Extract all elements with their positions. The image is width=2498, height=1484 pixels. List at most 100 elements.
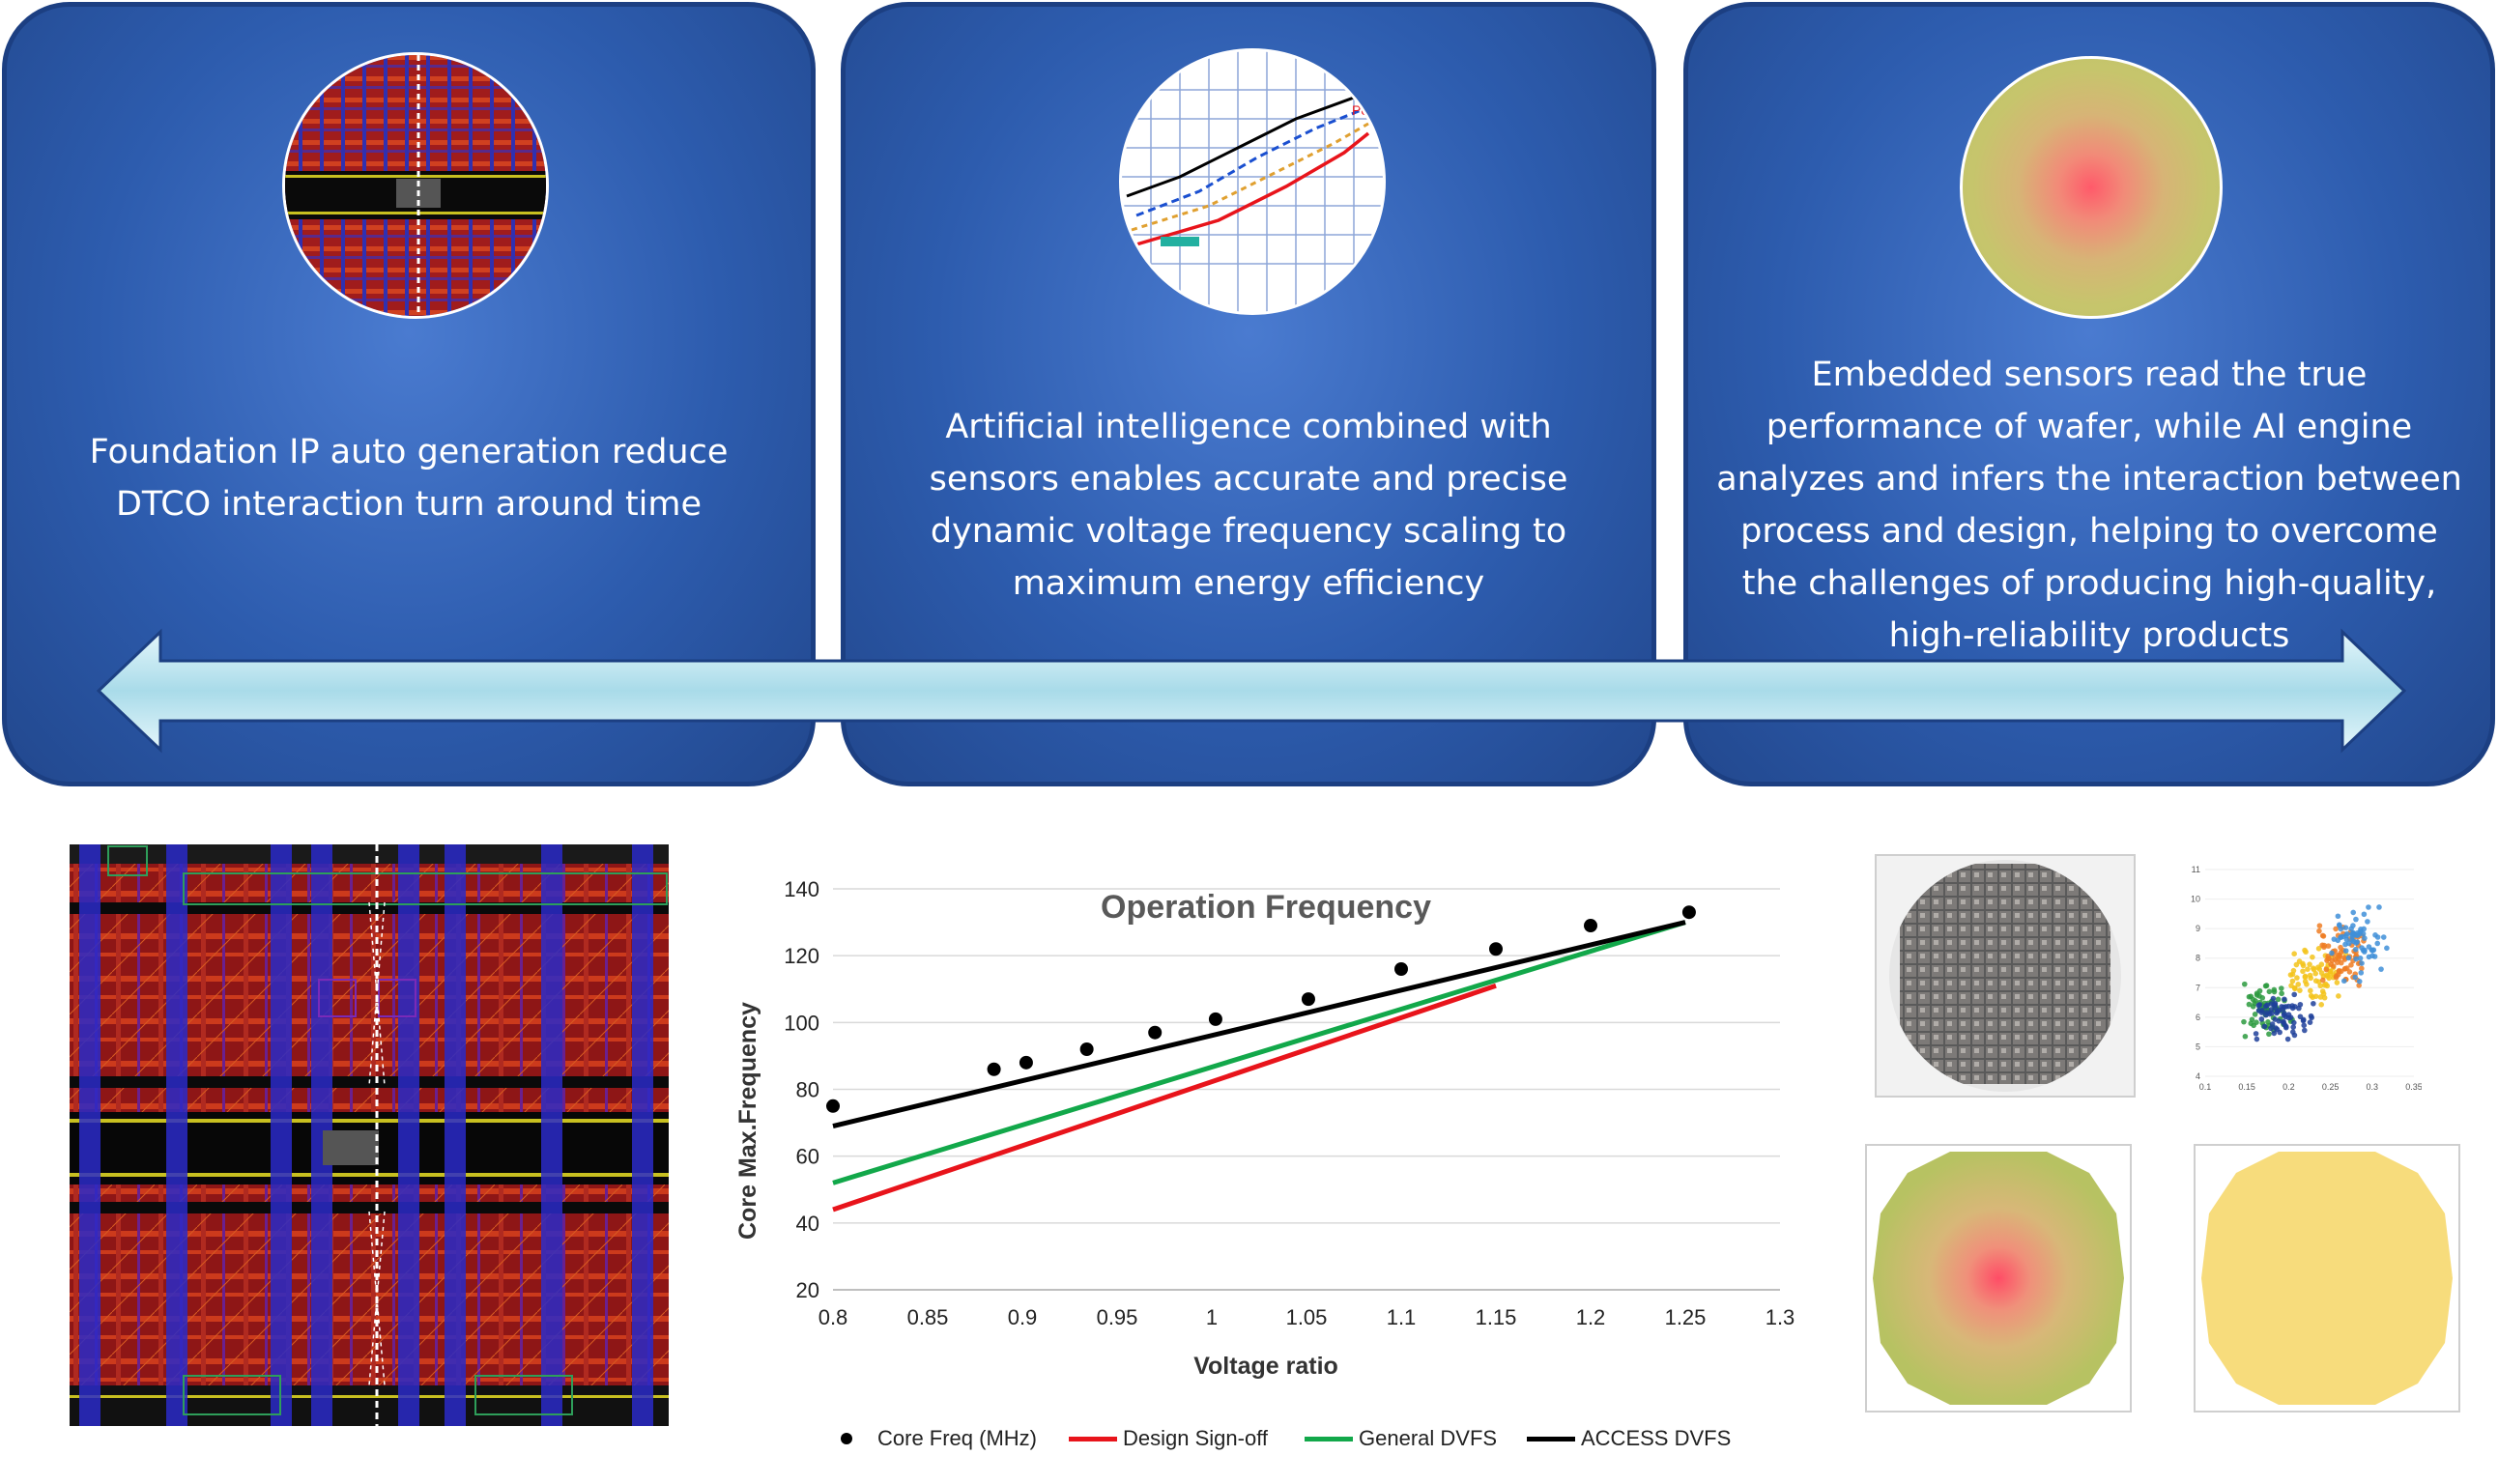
thumb-scatter-point xyxy=(2242,1033,2249,1040)
core-freq-point xyxy=(1079,1042,1094,1056)
thumb-scatter-point xyxy=(2268,1001,2275,1007)
thumb-y-tick: 4 xyxy=(2196,1071,2200,1081)
thumb-scatter-point xyxy=(2350,909,2357,916)
thumb-scatter-point xyxy=(2380,934,2387,940)
thumb-scatter-point xyxy=(2376,904,2382,910)
thumb-scatter-point xyxy=(2325,943,2332,949)
panel-1-text: Foundation IP auto generation reduce DTC… xyxy=(89,433,729,524)
thumb-scatter-point xyxy=(2321,942,2327,949)
core-freq-point xyxy=(1148,1025,1163,1040)
thumb-scatter-point xyxy=(2304,982,2310,987)
thumb-scatter-point xyxy=(2258,1016,2265,1022)
panel-2-text: Artificial intelligence combined with se… xyxy=(929,408,1568,603)
thumb-scatter-point xyxy=(2241,981,2248,987)
thumb-x-tick: 0.3 xyxy=(2367,1082,2379,1092)
thumb-x-tick: 0.2 xyxy=(2283,1082,2295,1092)
thumb-x-tick: 0.15 xyxy=(2238,1082,2255,1092)
thumb-scatter-point xyxy=(2352,946,2359,953)
thumb-scatter-point xyxy=(2308,975,2313,982)
thumb-scatter-point xyxy=(2291,951,2297,957)
x-tick-label: 0.95 xyxy=(1097,1305,1138,1329)
thumb-scatter-point xyxy=(2346,940,2352,947)
thumb-scatter-point xyxy=(2361,911,2368,918)
thumb-scatter-point xyxy=(2274,1026,2281,1033)
thumb-x-tick: 0.1 xyxy=(2199,1082,2212,1092)
thumb-scatter-point xyxy=(2255,1008,2262,1013)
x-tick-label: 1.25 xyxy=(1665,1305,1707,1329)
thumb-scatter-point xyxy=(2300,1017,2307,1024)
thumb-scatter-point xyxy=(2334,980,2340,985)
layout-image xyxy=(70,844,669,1426)
thumb-scatter-point xyxy=(2311,1000,2316,1007)
x-tick-label: 1.1 xyxy=(1387,1305,1417,1329)
thumb-scatter-point xyxy=(2369,953,2375,959)
thumb-scatter-point xyxy=(2303,949,2309,956)
thumb-scatter-point xyxy=(2372,932,2378,938)
core-freq-marker xyxy=(841,1433,852,1444)
y-tick-label: 80 xyxy=(796,1078,819,1102)
thumb-scatter-point xyxy=(2310,954,2315,960)
thumb-scatter-point xyxy=(2300,962,2307,969)
thumb-y-tick: 8 xyxy=(2196,954,2200,963)
core-freq-point xyxy=(1301,992,1315,1007)
thumb-scatter-point xyxy=(2297,987,2303,993)
thumb-scatter-point xyxy=(2356,930,2363,937)
thumb-scatter-point xyxy=(2275,996,2282,1003)
thumb-scatter-point xyxy=(2315,946,2322,952)
thumb-scatter-point xyxy=(2312,970,2319,977)
thumb-scatter-point xyxy=(2323,966,2330,973)
thumb-scatter-point xyxy=(2374,940,2381,947)
thumb-scatter-point xyxy=(2297,1013,2304,1020)
core-freq-point xyxy=(987,1062,1001,1076)
thumb-scatter-point xyxy=(2333,926,2339,932)
thumb-scatter-point xyxy=(2327,970,2334,977)
core-freq-point xyxy=(826,1099,840,1113)
thumb-scatter-point xyxy=(2318,970,2325,976)
x-tick-label: 0.9 xyxy=(1008,1305,1038,1329)
double-arrow xyxy=(97,628,2406,754)
thumb-scatter-point xyxy=(2283,1024,2289,1031)
panel-ai-dvfs: Post Artificial intelligence combined wi… xyxy=(841,2,1656,786)
thumb-scatter-point xyxy=(2246,1001,2253,1008)
thumb-scatter-point xyxy=(2248,1020,2254,1027)
legend-access-dvfs: ACCESS DVFS xyxy=(1527,1426,1731,1451)
legend-design-signoff: Design Sign-off xyxy=(1069,1426,1268,1451)
thumb-scatter-point xyxy=(2270,995,2277,1002)
core-freq-point xyxy=(1584,919,1597,933)
thumb-scatter-point xyxy=(2336,968,2342,975)
thumb-y-tick: 7 xyxy=(2196,983,2200,992)
thumb-scatter-point xyxy=(2269,1021,2276,1027)
thumb-scatter-point xyxy=(2271,986,2278,993)
thumb-scatter-point xyxy=(2305,966,2311,972)
legend-general-dvfs: General DVFS xyxy=(1305,1426,1497,1451)
thumb-scatter-point xyxy=(2318,1001,2325,1008)
panel-embedded-sensors: Embedded sensors read the true performan… xyxy=(1683,2,2495,786)
thumb-scatter-point xyxy=(2333,974,2340,981)
legend-general-dvfs-label: General DVFS xyxy=(1359,1426,1498,1450)
thumb-scatter-point xyxy=(2348,926,2354,932)
thumb-scatter-point xyxy=(2341,955,2347,961)
access-dvfs-line xyxy=(832,920,1686,1128)
thumb-scatter-point xyxy=(2378,966,2384,972)
x-tick-label: 1.2 xyxy=(1576,1305,1606,1329)
dvfs-chart-zoom-circle: Post xyxy=(1119,48,1386,315)
thumb-scatter-point xyxy=(2348,962,2354,968)
thumb-scatter-point xyxy=(2356,978,2363,985)
thumb-x-tick: 0.25 xyxy=(2322,1082,2340,1092)
y-axis-label: Core Max.Frequency xyxy=(734,1002,761,1240)
thumb-scatter-point xyxy=(2335,913,2341,920)
thumb-scatter-point xyxy=(2343,936,2350,943)
thumb-scatter-point xyxy=(2369,947,2375,954)
thumb-scatter-point xyxy=(2250,996,2256,1003)
thumb-scatter-point xyxy=(2290,1029,2296,1035)
thumb-scatter-point xyxy=(2290,1024,2296,1030)
design-signoff-line xyxy=(832,983,1497,1213)
thumb-scatter-point xyxy=(2353,916,2359,923)
thumb-scatter-point xyxy=(2353,956,2359,962)
thumb-scatter-point xyxy=(2362,935,2368,941)
thumb-scatter-point xyxy=(2352,974,2359,981)
thumb-scatter-point xyxy=(2290,967,2297,974)
thumb-scatter-point xyxy=(2276,1018,2283,1024)
y-tick-label: 60 xyxy=(796,1145,819,1169)
x-tick-label: 1 xyxy=(1206,1305,1218,1329)
